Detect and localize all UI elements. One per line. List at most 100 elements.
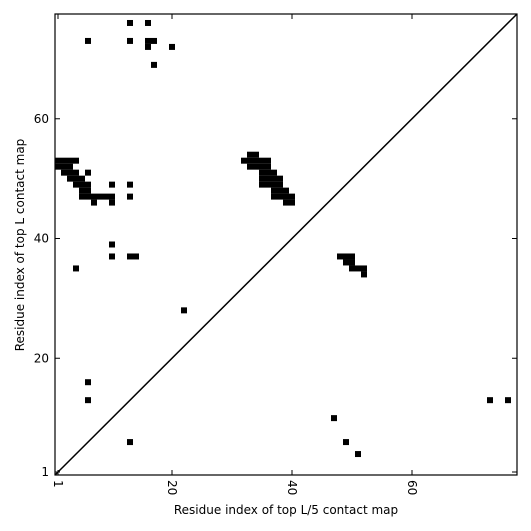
contact-point (505, 397, 511, 404)
contact-point (349, 265, 355, 272)
contact-point (73, 157, 79, 164)
contact-point (283, 187, 289, 194)
contact-point (181, 307, 187, 314)
contact-point (85, 379, 91, 386)
contact-point (151, 37, 157, 44)
diagonal-line (54, 13, 518, 476)
contact-point (145, 43, 151, 50)
y-tick-label: 20 (34, 351, 49, 365)
contact-point (265, 175, 271, 182)
contact-point (55, 157, 61, 164)
contact-point (283, 193, 289, 200)
y-axis-label: Residue index of top L contact map (13, 139, 27, 352)
contact-point (289, 193, 295, 200)
contact-point (133, 253, 139, 260)
contact-point (127, 193, 133, 200)
contact-point (361, 265, 367, 272)
contact-point (85, 169, 91, 176)
contact-point (259, 181, 265, 188)
contact-point (79, 181, 85, 188)
x-tick-label: 40 (285, 480, 299, 495)
contact-point (97, 193, 103, 200)
contact-point (259, 163, 265, 170)
contact-point (85, 193, 91, 200)
contact-point (67, 157, 73, 164)
contact-point (79, 175, 85, 182)
contact-point (91, 193, 97, 200)
contact-point (127, 181, 133, 188)
contact-point (343, 439, 349, 446)
contact-point (271, 181, 277, 188)
contact-point (247, 151, 253, 158)
contact-point (67, 163, 73, 170)
contact-point (277, 193, 283, 200)
y-tick-label: 40 (34, 232, 49, 246)
contact-point (271, 187, 277, 194)
contact-point (73, 175, 79, 182)
contact-point (289, 199, 295, 206)
contact-point (355, 265, 361, 272)
contact-point (61, 163, 67, 170)
contact-point (169, 43, 175, 50)
contact-point (79, 193, 85, 200)
plot-frame (54, 13, 518, 476)
contact-point (73, 265, 79, 272)
contact-point (277, 181, 283, 188)
contact-point (73, 181, 79, 188)
contact-point (91, 199, 97, 206)
contact-point (265, 163, 271, 170)
contact-point (277, 187, 283, 194)
contact-point (127, 439, 133, 446)
contact-point (355, 451, 361, 458)
contact-point (259, 169, 265, 176)
contact-point (271, 175, 277, 182)
contact-point (271, 169, 277, 176)
contact-point (61, 169, 67, 176)
contact-point (259, 175, 265, 182)
contact-point (55, 163, 61, 170)
contact-point (271, 193, 277, 200)
contact-point (265, 169, 271, 176)
contact-point (73, 169, 79, 176)
x-tick-label: 20 (165, 480, 179, 495)
contact-point (247, 163, 253, 170)
contact-point (337, 253, 343, 260)
contact-point (349, 259, 355, 266)
contact-point (265, 157, 271, 164)
contact-point (349, 253, 355, 260)
contact-point (259, 157, 265, 164)
contact-point (109, 181, 115, 188)
contact-point (67, 175, 73, 182)
contact-point (343, 259, 349, 266)
contact-point (85, 187, 91, 194)
contact-point (361, 271, 367, 278)
x-tick-label: 60 (405, 480, 419, 495)
contact-point (343, 253, 349, 260)
y-tick-label: 1 (41, 465, 49, 479)
contact-point (487, 397, 493, 404)
contact-point (109, 199, 115, 206)
contact-point (109, 193, 115, 200)
contact-point (331, 415, 337, 422)
contact-point (67, 169, 73, 176)
contact-point (145, 19, 151, 26)
contact-point (127, 37, 133, 44)
y-tick-label: 60 (34, 112, 49, 126)
contact-point (109, 253, 115, 260)
contact-point (127, 19, 133, 26)
contact-point (127, 253, 133, 260)
contact-point (145, 37, 151, 44)
x-axis-label: Residue index of top L/5 contact map (174, 503, 398, 517)
contact-point (103, 193, 109, 200)
contact-point (253, 163, 259, 170)
contact-point (253, 157, 259, 164)
contact-point (109, 241, 115, 248)
contact-point (85, 397, 91, 404)
contact-point (265, 181, 271, 188)
contact-point (85, 37, 91, 44)
contact-point (85, 181, 91, 188)
contact-point (253, 151, 259, 158)
contact-point (283, 199, 289, 206)
contact-point (151, 61, 157, 68)
